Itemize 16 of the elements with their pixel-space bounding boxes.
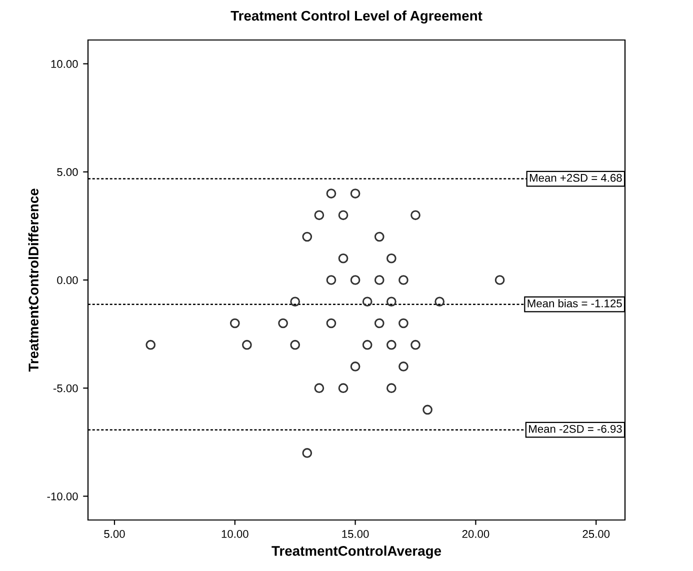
x-tick-label: 20.00 [462,530,490,538]
x-tick-label: 10.00 [222,530,248,538]
y-tick-label: 10.00 [51,60,78,68]
ref-line-label: Mean -2SD = -6.93 [529,424,622,433]
x-axis-title: TreatmentControlAverage [272,546,442,559]
y-tick-label: 0.00 [57,276,78,284]
y-tick-label: -10.00 [47,492,78,500]
x-tick-label: 25.00 [582,530,610,538]
x-tick-label: 5.00 [104,530,125,538]
y-tick-label: 5.00 [57,168,78,176]
ref-line-label: Mean +2SD = 4.68 [530,174,622,182]
ref-line-label: Mean bias = -1.125 [528,299,622,308]
y-tick-label: -5.00 [53,384,78,392]
y-axis-title: TreatmentControlDifference [28,188,38,372]
chart-title: Treatment Control Level of Agreement [230,10,482,24]
x-tick-label: 15.00 [342,530,369,538]
